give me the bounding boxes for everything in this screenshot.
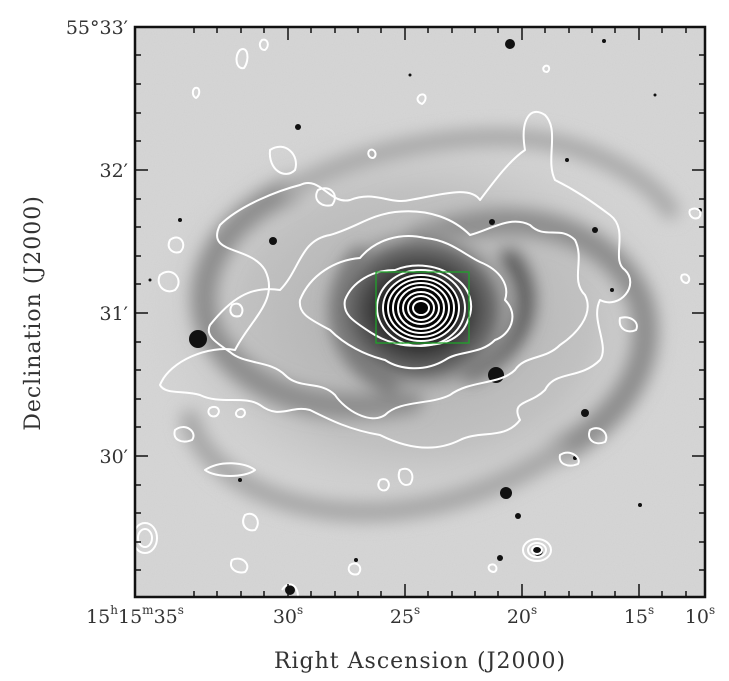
dec-tick-label: 31′ [100,303,129,325]
region-box [375,271,470,344]
dec-tick-labels: 55°33′ 32′ 31′ 30′ [66,17,128,468]
ra-tick-label: 30s [273,603,303,628]
dec-tick-label: 55°33′ [66,17,128,39]
dec-tick-label: 30′ [100,446,129,468]
x-axis-title: Right Ascension (J2000) [274,649,566,674]
plot-frame [133,25,707,599]
radio-contours [135,38,702,597]
axis-ticks [134,26,705,597]
ra-tick-label: 20s [507,603,537,628]
ra-tick-label: 15s [624,603,654,628]
y-axis-title: Declination (J2000) [21,195,46,431]
dec-tick-label: 32′ [100,160,129,182]
ra-tick-label: 15h15m35s [86,603,184,628]
ra-tick-label: 25s [390,603,420,628]
ra-tick-labels: 15h15m35s 30s 25s 20s 15s 10s [86,603,715,628]
galaxy-image [135,27,705,597]
ra-tick-label: 10s [685,603,715,628]
